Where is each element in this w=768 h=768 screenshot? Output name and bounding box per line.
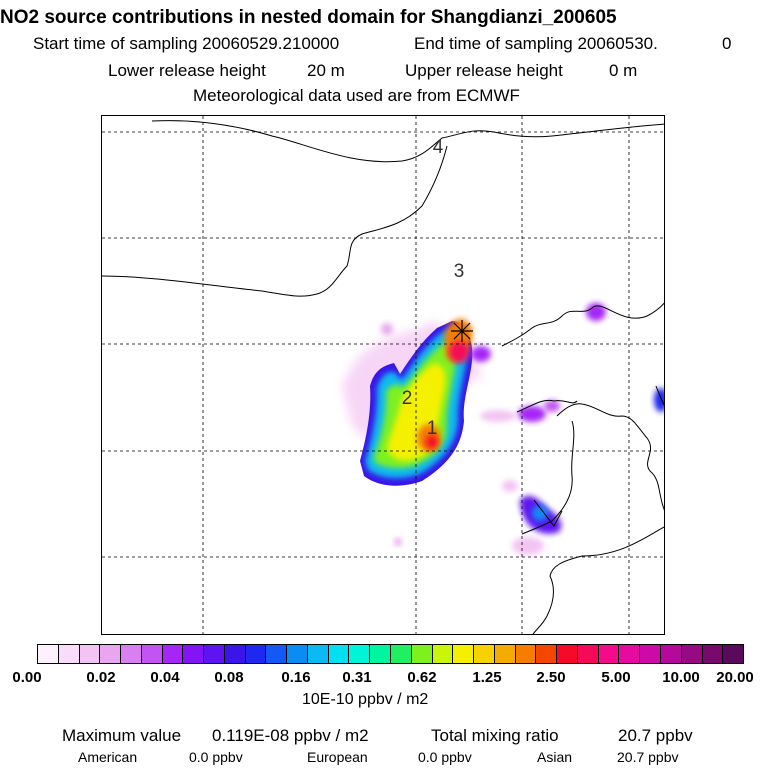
peak-purple-lobe xyxy=(471,346,491,362)
patch-south-faint xyxy=(502,480,518,492)
region-label-1: 1 xyxy=(427,418,438,439)
colorbar-cell-21 xyxy=(474,645,495,663)
patch-east-1 xyxy=(518,406,546,422)
colorbar-cell-3 xyxy=(100,645,122,663)
border-west xyxy=(102,145,448,297)
colorbar-cell-32 xyxy=(702,645,724,663)
colorbar-cell-6 xyxy=(162,645,184,663)
patch-east-faint xyxy=(480,410,516,422)
colorbar-cell-9 xyxy=(224,645,246,663)
patch-east-2 xyxy=(544,400,560,412)
tick-label-11: 20.00 xyxy=(716,669,754,686)
station-star-icon xyxy=(451,320,473,342)
plume-southeast-faint xyxy=(512,537,544,555)
colorbar-cell-1 xyxy=(58,645,80,663)
colorbar-cell-10 xyxy=(245,645,267,663)
colorbar-cell-29 xyxy=(640,645,661,663)
tick-label-5: 0.31 xyxy=(342,669,372,686)
colorbar-cell-23 xyxy=(515,645,537,663)
colorbar-cell-8 xyxy=(204,645,225,663)
upper-release-label: Upper release height xyxy=(405,61,563,80)
coast-east-edge xyxy=(655,385,664,406)
tick-label-2: 0.04 xyxy=(150,669,180,686)
colorbar-cell-7 xyxy=(183,645,205,663)
colorbar-cell-12 xyxy=(287,645,308,663)
met-data-line: Meteorological data used are from ECMWF xyxy=(193,86,520,105)
tick-label-10: 10.00 xyxy=(662,669,700,686)
colorbar-cell-4 xyxy=(121,645,142,663)
colorbar-cell-5 xyxy=(141,645,163,663)
colorbar-cell-13 xyxy=(307,645,329,663)
plume-southeast-core xyxy=(532,505,548,521)
tick-label-1: 0.02 xyxy=(86,669,116,686)
border-north xyxy=(151,120,664,163)
coast-south-1 xyxy=(521,420,575,535)
colorbar-cell-28 xyxy=(619,645,641,663)
patch-northeast xyxy=(586,303,606,321)
colorbar-cell-14 xyxy=(328,645,350,663)
coast-bohai-east xyxy=(556,403,664,511)
colorbar-cell-2 xyxy=(79,645,101,663)
plume-field xyxy=(342,303,664,555)
colorbar-cell-30 xyxy=(660,645,682,663)
tick-label-3: 0.08 xyxy=(214,669,244,686)
max-value: 0.119E-08 ppbv / m2 xyxy=(212,726,369,745)
total-mixing-label: Total mixing ratio xyxy=(431,726,559,745)
european-value: 0.0 ppbv xyxy=(418,749,472,765)
colorbar-cell-11 xyxy=(266,645,288,663)
region-label-2: 2 xyxy=(402,388,413,409)
colorbar-cell-27 xyxy=(598,645,620,663)
tick-label-9: 5.00 xyxy=(601,669,631,686)
upper-release-value: 0 m xyxy=(609,61,638,80)
lower-release-value: 20 m xyxy=(307,61,345,80)
colorbar-cell-19 xyxy=(432,645,454,663)
colorbar-cell-33 xyxy=(723,645,744,663)
patch-south-dot xyxy=(394,538,402,546)
coast-bay xyxy=(516,399,578,413)
chart-title: NO2 source contributions in nested domai… xyxy=(0,7,617,28)
colorbar-cell-31 xyxy=(681,645,703,663)
tick-label-0: 0.00 xyxy=(12,669,42,686)
tick-label-8: 2.50 xyxy=(536,669,566,686)
colorbar-cell-15 xyxy=(349,645,371,663)
start-time-label: Start time of sampling 20060529.210000 xyxy=(33,34,340,53)
colorbar-cell-26 xyxy=(577,645,599,663)
tick-label-4: 0.16 xyxy=(281,669,311,686)
colorbar-cell-22 xyxy=(494,645,516,663)
tick-label-7: 1.25 xyxy=(472,669,502,686)
map-panel: 1 2 3 4 xyxy=(101,115,665,635)
coast-bohai-north xyxy=(501,302,664,347)
colorbar-cell-20 xyxy=(453,645,475,663)
colorbar-unit: 10E-10 ppbv / m2 xyxy=(302,691,429,708)
coast-inlet xyxy=(533,499,563,527)
total-mixing-value: 20.7 ppbv xyxy=(618,726,693,745)
colorbar-cell-25 xyxy=(557,645,578,663)
coast-south-2 xyxy=(532,526,664,634)
tick-label-6: 0.62 xyxy=(407,669,437,686)
end-time-value: 0 xyxy=(722,34,732,53)
american-label: American xyxy=(78,749,138,765)
patch-small-1 xyxy=(381,323,393,335)
colorbar-cell-16 xyxy=(370,645,392,663)
colorbar-cell-18 xyxy=(411,645,433,663)
plume-red-core xyxy=(426,435,438,449)
colorbar xyxy=(37,644,744,664)
peak-red xyxy=(449,341,469,363)
colorbar-cell-0 xyxy=(38,645,59,663)
european-label: European xyxy=(307,749,368,765)
graticule xyxy=(102,116,664,634)
region-label-3: 3 xyxy=(454,261,465,282)
american-value: 0.0 ppbv xyxy=(189,749,243,765)
patch-east-edge xyxy=(654,388,664,412)
asian-label: Asian xyxy=(537,749,573,765)
lower-release-label: Lower release height xyxy=(108,61,266,80)
max-value-label: Maximum value xyxy=(62,726,182,745)
colorbar-cell-24 xyxy=(536,645,558,663)
region-label-4: 4 xyxy=(433,137,444,158)
end-time-label: End time of sampling 20060530. xyxy=(414,34,658,53)
map-canvas: 1 2 3 4 xyxy=(102,116,664,634)
colorbar-cell-17 xyxy=(391,645,412,663)
coastlines xyxy=(102,120,664,634)
asian-value: 20.7 ppbv xyxy=(617,749,679,765)
